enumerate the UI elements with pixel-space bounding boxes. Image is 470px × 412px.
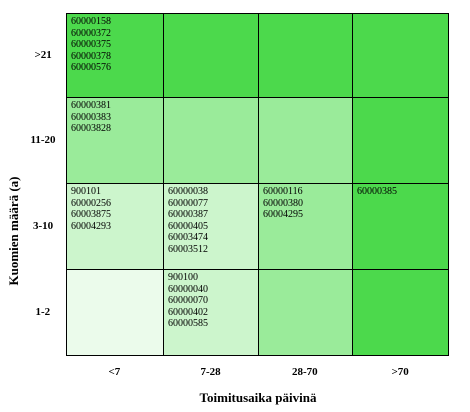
cell-items: 60000158 60000372 60000375 60000378 6000…: [71, 16, 111, 73]
y-tick-label: >21: [34, 49, 52, 61]
cell-items: 900100 60000040 60000070 60000402 600005…: [168, 272, 208, 329]
x-tick-label: <7: [108, 366, 121, 378]
heatmap-cell: [258, 97, 353, 184]
heatmap-cell: [352, 97, 449, 184]
heatmap-cell: [258, 13, 353, 98]
heatmap-cell: [352, 13, 449, 98]
cell-items: 60000381 60000383 60003828: [71, 100, 111, 134]
heatmap-cell: [352, 269, 449, 356]
heatmap-cell: [66, 97, 164, 184]
x-tick-label: 28-70: [292, 366, 318, 378]
y-tick-label: 11-20: [30, 134, 56, 146]
x-axis-label: Toimitusaika päivinä: [199, 390, 317, 405]
cell-items: 60000385: [357, 186, 397, 197]
y-tick-label: 3-10: [33, 220, 54, 232]
heatmap-cell: [258, 183, 353, 270]
y-axis-label: Kuomien määrä (a): [6, 176, 21, 286]
cell-items: 60000038 60000077 60000387 60000405 6000…: [168, 186, 208, 255]
heatmap-cell: [163, 97, 259, 184]
heatmap-cell: [258, 269, 353, 356]
heatmap-cell: [163, 269, 259, 356]
heatmap-cell: [352, 183, 449, 270]
heatmap-cell: [66, 13, 164, 98]
cell-items: 900101 60000256 60003875 60004293: [71, 186, 111, 232]
cell-items: 60000116 60000380 60004295: [263, 186, 303, 220]
x-tick-label: >70: [391, 366, 409, 378]
y-tick-label: 1-2: [35, 306, 51, 318]
x-tick-label: 7-28: [200, 366, 221, 378]
heatmap-cell: [163, 13, 259, 98]
heatmap-cell: [66, 269, 164, 356]
